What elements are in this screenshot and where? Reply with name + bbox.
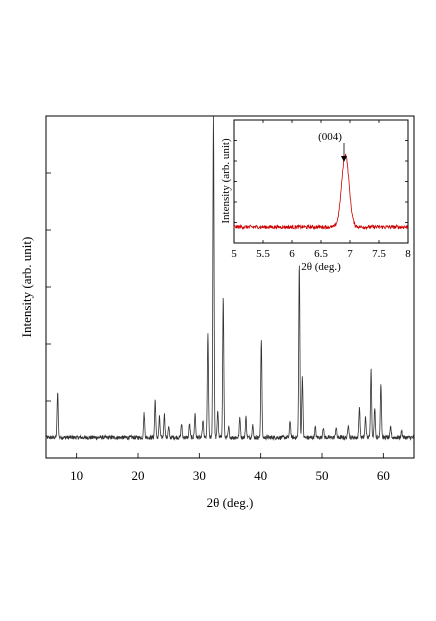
inset-x-axis-label: 2θ (deg.) — [301, 261, 341, 273]
inset-x-tick-label: 5.5 — [256, 248, 270, 260]
peak-annotation-label: (004) — [318, 131, 342, 143]
inset-x-tick-label: 8 — [405, 248, 411, 260]
main-x-tick-label: 60 — [377, 468, 390, 483]
main-x-tick-label: 50 — [316, 468, 329, 483]
main-series-line — [45, 115, 415, 441]
main-x-axis-label: 2θ (deg.) — [207, 495, 254, 510]
inset-x-tick-label: 7.5 — [372, 248, 386, 260]
inset-y-ticks — [234, 140, 408, 223]
inset-x-ticks: 5 5.5 6 6.5 7 7.5 8 — [231, 120, 411, 260]
peak-arrowhead — [341, 156, 347, 162]
main-chart: 10 20 30 40 50 60 2θ (deg.) Intensity (arb. u… — [19, 115, 415, 510]
main-x-tick-label: 30 — [193, 468, 206, 483]
main-x-tick-label: 10 — [70, 468, 83, 483]
main-y-ticks — [46, 172, 51, 402]
inset-y-axis-label: Intensity (arb. unit) — [220, 138, 232, 224]
main-x-ticks: 10 20 30 40 50 60 — [70, 453, 390, 483]
inset-x-tick-label: 5 — [231, 248, 237, 260]
main-y-axis-label: Intensity (arb. unit) — [19, 237, 34, 338]
inset-x-tick-label: 6.5 — [314, 248, 328, 260]
inset-chart: 5 5.5 6 6.5 7 7.5 8 2θ (deg.) Intensity (arb. … — [220, 119, 411, 273]
main-x-tick-label: 40 — [254, 468, 267, 483]
inset-series-line — [233, 153, 409, 231]
inset-x-tick-label: 6 — [289, 248, 295, 260]
inset-x-tick-label: 7 — [347, 248, 353, 260]
main-x-tick-label: 20 — [132, 468, 145, 483]
